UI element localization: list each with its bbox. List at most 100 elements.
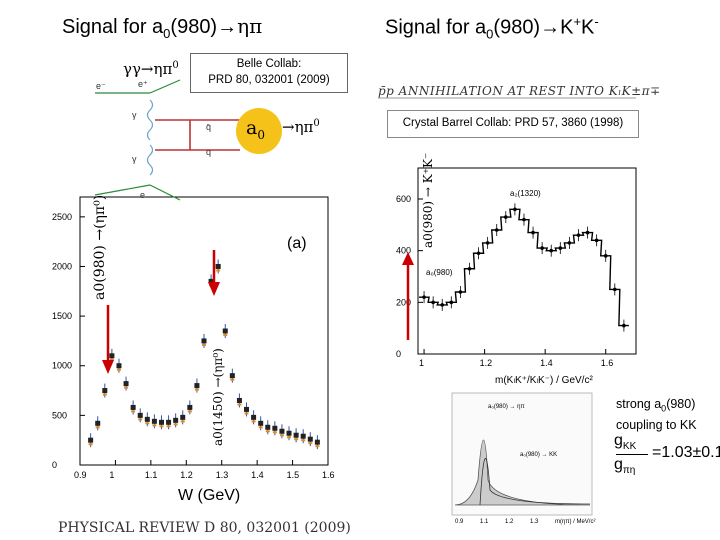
belle-point-alt xyxy=(308,442,313,445)
belle-points xyxy=(88,259,320,450)
cb-ytick-label: 200 xyxy=(396,297,411,307)
belle-point-alt xyxy=(145,422,150,425)
belle-point xyxy=(166,419,172,425)
ratio-bar xyxy=(616,454,648,455)
feynman-diagram xyxy=(94,79,240,201)
belle-point-alt xyxy=(244,412,249,415)
belle-xtick-label: 1.3 xyxy=(216,470,229,480)
cb-annihilation-header: p̄p ANNIHILATION AT REST INTO KₗK±π∓ xyxy=(378,84,661,98)
belle-ytick-label: 1500 xyxy=(52,311,72,321)
inset-tick-1: 0.9 xyxy=(455,519,464,525)
belle-point-alt xyxy=(279,434,284,437)
ratio-value: =1.03±0.14 xyxy=(652,444,720,461)
cb-xtick-label: 1.6 xyxy=(601,358,614,368)
belle-point xyxy=(158,419,164,425)
belle-xtick-label: 1.2 xyxy=(180,470,193,480)
belle-ytick-label: 2500 xyxy=(52,212,72,222)
belle-point xyxy=(208,278,214,284)
belle-point-alt xyxy=(159,425,164,428)
inset-plot: a₀(980) → ηπ a₀(980) → KK 0.9 1.1 1.2 1.… xyxy=(451,392,595,525)
belle-collab-line2: PRD 80, 032001 (2009) xyxy=(208,74,330,86)
belle-xtick-label: 1.5 xyxy=(287,470,300,480)
belle-point xyxy=(314,439,320,445)
belle-point xyxy=(229,373,235,379)
inset-peak-line xyxy=(479,457,591,506)
belle-point xyxy=(194,383,200,389)
belle-point-alt xyxy=(124,386,129,389)
feynman-label-e-plus: e⁺ xyxy=(138,79,148,89)
belle-point-alt xyxy=(258,426,263,429)
belle-point xyxy=(265,424,271,430)
a0-980-vertical-label: a0(980) →(ηπ⁰) xyxy=(92,194,108,300)
arrow-a0-1450-head xyxy=(208,282,220,296)
belle-xtick-label: 1 xyxy=(109,470,114,480)
belle-point-alt xyxy=(116,368,121,371)
belle-ytick-label: 500 xyxy=(52,410,67,420)
feynman-label-gamma-2: γ xyxy=(132,154,137,164)
belle-xlabel: W (GeV) xyxy=(178,487,240,504)
feynman-label-qbar: q̄ xyxy=(206,122,211,132)
ratio-denominator: gπη xyxy=(614,456,636,477)
feynman-label-e: e xyxy=(140,190,145,200)
belle-journal-ref: PHYSICAL REVIEW D 80, 032001 (2009) xyxy=(58,520,351,536)
coupling-text: strong a0(980) coupling to KK xyxy=(616,396,697,433)
belle-point-alt xyxy=(315,445,320,448)
belle-point xyxy=(123,381,129,387)
belle-point xyxy=(151,418,157,424)
belle-process-label: γγ→ηπ0 xyxy=(123,60,179,78)
inset-label-eta-pi: a₀(980) → ηπ xyxy=(488,404,525,410)
belle-ytick-label: 2000 xyxy=(52,261,72,271)
cb-peak-label-980: a₀(980) xyxy=(426,268,453,277)
belle-point-alt xyxy=(102,393,107,396)
belle-point xyxy=(222,328,228,334)
belle-point-alt xyxy=(294,438,299,441)
belle-point-alt xyxy=(230,378,235,381)
belle-point-alt xyxy=(216,269,221,272)
belle-point xyxy=(215,263,221,269)
belle-point xyxy=(286,430,292,436)
belle-point-alt xyxy=(131,410,136,413)
belle-point-alt xyxy=(272,431,277,434)
belle-point xyxy=(102,388,108,394)
belle-point xyxy=(236,397,242,403)
cb-xtick-label: 1.2 xyxy=(480,358,493,368)
inset-xlabel: m(ηπ) / MeV/c² xyxy=(555,519,595,525)
belle-xtick-label: 1.6 xyxy=(322,470,335,480)
arrow-a0-980-head xyxy=(102,360,114,374)
belle-xtick-label: 1.4 xyxy=(251,470,264,480)
belle-xtick-label: 0.9 xyxy=(74,470,87,480)
belle-point-alt xyxy=(194,388,199,391)
cb-ytick-label: 600 xyxy=(396,194,411,204)
belle-point xyxy=(144,416,150,422)
belle-point xyxy=(201,338,207,344)
belle-point xyxy=(279,428,285,434)
cb-collab-box: Crystal Barrel Collab: PRD 57, 3860 (199… xyxy=(387,110,639,138)
belle-point-alt xyxy=(287,436,292,439)
belle-ytick-label: 1000 xyxy=(52,361,72,371)
belle-point xyxy=(307,436,313,442)
belle-point-alt xyxy=(166,425,171,428)
belle-point xyxy=(244,406,250,412)
belle-collab-line1: Belle Collab: xyxy=(236,58,302,70)
cb-xtick-label: 1 xyxy=(419,358,424,368)
belle-point-alt xyxy=(109,358,114,361)
a0-badge-decay: →ηπ0 xyxy=(282,118,320,136)
cb-vertical-label: a0(980) → K⁺K⁻ xyxy=(421,152,435,248)
coupling-line1: strong a0(980) xyxy=(616,397,696,414)
feynman-label-e-minus: e⁻ xyxy=(96,81,106,91)
belle-plot-frame xyxy=(79,196,329,466)
belle-point xyxy=(88,437,94,443)
belle-point-alt xyxy=(265,430,270,433)
right-title: Signal for a0(980)→K+K- xyxy=(385,14,599,42)
feynman-label-gamma-1: γ xyxy=(132,110,137,120)
belle-point-alt xyxy=(187,410,192,413)
a0-badge-symbol: a0 xyxy=(246,117,265,142)
belle-point xyxy=(173,417,179,423)
belle-point xyxy=(95,420,101,426)
ratio-numerator: gKK xyxy=(614,432,637,453)
belle-xtick-label: 1.1 xyxy=(145,470,158,480)
cb-xtick-label: 1.4 xyxy=(540,358,553,368)
belle-ticks: 0.9 1 1.1 1.2 1.3 1.4 1.5 1.6 0 500 1000 1500 2000 25… xyxy=(52,212,335,480)
belle-collab-box: Belle Collab: PRD 80, 032001 (2009) xyxy=(190,53,348,93)
